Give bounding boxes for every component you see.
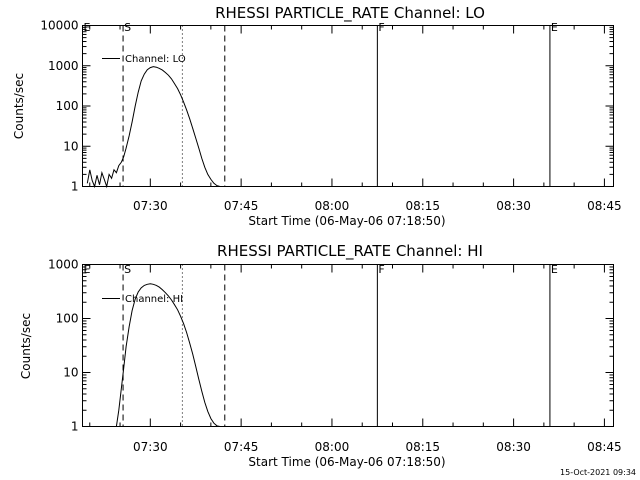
- y-tick-label-lo: 10: [63, 139, 78, 153]
- plot-frame-lo: [82, 25, 614, 187]
- plot-frame-hi: [82, 264, 614, 427]
- series-line-lo: [86, 66, 223, 189]
- y-tick-label-lo: 1: [71, 180, 79, 194]
- y-tick-label-lo: 1000: [48, 59, 79, 73]
- y-axis-label-hi: Counts/sec: [19, 313, 33, 379]
- x-tick-label-lo: 08:15: [405, 199, 440, 213]
- series-line-hi: [115, 283, 221, 427]
- chart-panel-hi: RHESSI PARTICLE_RATE Channel: HI Counts/…: [19, 242, 622, 469]
- x-tick-label-hi: 08:15: [405, 440, 440, 454]
- y-tick-label-hi: 1: [71, 420, 79, 434]
- event-marker-label-hi: S: [124, 263, 131, 276]
- event-marker-label-hi: E: [551, 263, 558, 276]
- y-axis-label-lo: Counts/sec: [12, 73, 26, 139]
- event-marker-label-hi: F: [378, 263, 384, 276]
- x-tick-label-hi: 07:30: [133, 440, 168, 454]
- x-tick-label-hi: 08:45: [587, 440, 622, 454]
- legend-label-hi: Channel: HI: [125, 294, 183, 305]
- plot-content-lo: 1 10 100 1000 10000 07:30 07:45 08:00 08:15 08:30…: [40, 19, 621, 214]
- x-axis-label-hi: Start Time (06-May-06 07:18:50): [248, 455, 445, 469]
- event-marker-label-lo: E: [551, 21, 558, 34]
- event-marker-label-lo: F: [378, 21, 384, 34]
- event-marker-label-lo: S: [124, 21, 131, 34]
- chart-title-lo: RHESSI PARTICLE_RATE Channel: LO: [215, 4, 485, 23]
- event-marker-label-hi: E: [84, 263, 91, 276]
- y-tick-label-hi: 1000: [48, 258, 79, 272]
- plot-content-hi: 1 10 100 1000 07:30 07:45 08:00 08:15 08:30 08:45…: [48, 258, 622, 455]
- y-tick-label-lo: 10000: [40, 19, 78, 33]
- chart-title-hi: RHESSI PARTICLE_RATE Channel: HI: [217, 242, 483, 261]
- x-tick-label-lo: 07:30: [133, 199, 168, 213]
- x-tick-label-hi: 07:45: [224, 440, 259, 454]
- y-tick-label-lo: 100: [56, 99, 79, 113]
- x-tick-label-lo: 08:00: [315, 199, 350, 213]
- y-tick-label-hi: 10: [63, 366, 78, 380]
- chart-panel-lo: RHESSI PARTICLE_RATE Channel: LO Counts/…: [12, 4, 622, 228]
- x-tick-label-lo: 08:30: [496, 199, 531, 213]
- x-tick-label-hi: 08:30: [496, 440, 531, 454]
- event-marker-label-lo: E: [84, 21, 91, 34]
- x-tick-label-lo: 07:45: [224, 199, 259, 213]
- x-tick-label-lo: 08:45: [587, 199, 622, 213]
- y-tick-label-hi: 100: [56, 312, 79, 326]
- x-tick-label-hi: 08:00: [315, 440, 350, 454]
- legend-label-lo: Channel: LO: [125, 54, 186, 65]
- x-axis-label-lo: Start Time (06-May-06 07:18:50): [248, 214, 445, 228]
- timestamp-label: 15-Oct-2021 09:34: [560, 468, 636, 477]
